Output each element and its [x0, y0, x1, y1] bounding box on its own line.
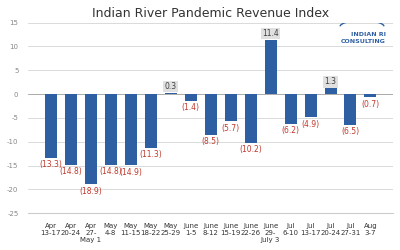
Text: (14.9): (14.9)	[119, 168, 142, 176]
Bar	[165, 93, 177, 94]
Text: (6.2): (6.2)	[282, 126, 300, 135]
Bar	[304, 94, 316, 118]
Bar	[205, 94, 217, 134]
Text: 1.3: 1.3	[324, 78, 336, 86]
Title: Indian River Pandemic Revenue Index: Indian River Pandemic Revenue Index	[92, 7, 329, 20]
Text: 11.4: 11.4	[262, 29, 279, 38]
Text: (8.5): (8.5)	[202, 137, 220, 146]
Text: (6.5): (6.5)	[342, 128, 360, 136]
Bar	[105, 94, 117, 165]
Text: (10.2): (10.2)	[239, 145, 262, 154]
Bar	[224, 94, 236, 121]
Bar	[284, 94, 296, 124]
Bar	[244, 94, 256, 143]
Bar	[324, 88, 336, 94]
Bar	[125, 94, 137, 165]
Text: (0.7): (0.7)	[362, 100, 380, 109]
Bar	[65, 94, 77, 165]
Text: 0.3: 0.3	[164, 82, 177, 91]
Text: (4.9): (4.9)	[302, 120, 320, 129]
Bar	[364, 94, 376, 98]
Bar	[45, 94, 57, 158]
Text: (18.9): (18.9)	[79, 186, 102, 196]
Bar	[264, 40, 276, 94]
Text: (5.7): (5.7)	[222, 124, 240, 133]
Bar	[185, 94, 197, 101]
Text: (14.8): (14.8)	[59, 167, 82, 176]
Bar	[145, 94, 157, 148]
Text: INDIAN RI
CONSULTING: INDIAN RI CONSULTING	[341, 32, 386, 44]
Bar	[344, 94, 356, 125]
Bar	[85, 94, 97, 184]
Text: (11.3): (11.3)	[139, 150, 162, 159]
Text: (14.8): (14.8)	[99, 167, 122, 176]
Text: (13.3): (13.3)	[39, 160, 62, 169]
Text: (1.4): (1.4)	[182, 103, 200, 112]
